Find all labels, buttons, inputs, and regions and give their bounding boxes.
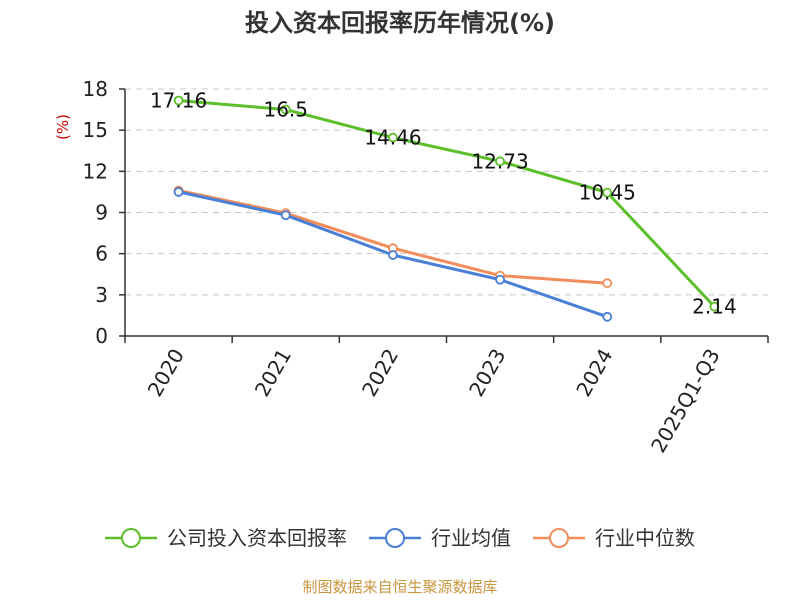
gridlines xyxy=(125,88,768,296)
data-point xyxy=(495,274,505,285)
legend-label: 行业中位数 xyxy=(595,526,695,550)
data-point xyxy=(280,104,291,115)
data-label: 17.16 xyxy=(150,89,207,113)
source-note: 制图数据来自恒生聚源数据库 xyxy=(302,578,497,596)
x-tick-label: 2022 xyxy=(357,345,403,401)
x-tick-label: 2025Q1-Q3 xyxy=(646,345,725,457)
x-tick-label: 2024 xyxy=(571,345,617,401)
data-point xyxy=(709,301,720,312)
y-tick-label: 15 xyxy=(83,118,108,142)
y-axis-label: (%) xyxy=(54,114,72,140)
data-point xyxy=(602,278,613,289)
axes: 0 3 6 9 12 15 18 2020 2021 2022 2023 2024 2025Q1-Q3 xyxy=(83,77,769,457)
data-label: 16.5 xyxy=(263,98,308,122)
y-tick-label: 12 xyxy=(83,159,108,183)
data-label: 10.45 xyxy=(579,181,636,205)
data-label: 2.14 xyxy=(692,295,737,319)
x-tick-label: 2020 xyxy=(143,345,189,401)
data-point xyxy=(388,250,398,260)
legend-swatch-marker xyxy=(549,528,569,548)
data-point xyxy=(602,311,613,322)
y-tick-label: 18 xyxy=(83,77,108,101)
x-tick-label: 2023 xyxy=(464,345,510,401)
y-tick-label: 3 xyxy=(95,283,108,307)
data-point xyxy=(602,187,613,198)
data-labels: 17.16 16.5 14.46 12.73 10.45 2.14 xyxy=(150,89,737,319)
legend-swatch-marker xyxy=(121,528,141,548)
chart-title: 投入资本回报率历年情况(%) xyxy=(245,9,555,37)
data-point xyxy=(173,187,184,197)
legend-label: 行业均值 xyxy=(431,526,511,550)
data-point xyxy=(388,132,398,143)
data-label: 12.73 xyxy=(471,149,528,173)
y-tick-label: 6 xyxy=(95,242,108,266)
x-tick-label: 2021 xyxy=(250,345,296,401)
y-tick-label: 0 xyxy=(95,324,108,348)
legend-label: 公司投入资本回报率 xyxy=(167,526,347,550)
data-point xyxy=(173,95,184,106)
legend: 公司投入资本回报率 行业均值 行业中位数 xyxy=(105,526,695,550)
series-lines xyxy=(173,95,720,322)
data-point xyxy=(495,156,505,167)
y-tick-label: 9 xyxy=(95,201,108,225)
data-label: 14.46 xyxy=(364,126,421,150)
data-point xyxy=(280,210,291,221)
legend-swatch-marker xyxy=(385,528,405,548)
series-line xyxy=(178,99,716,308)
